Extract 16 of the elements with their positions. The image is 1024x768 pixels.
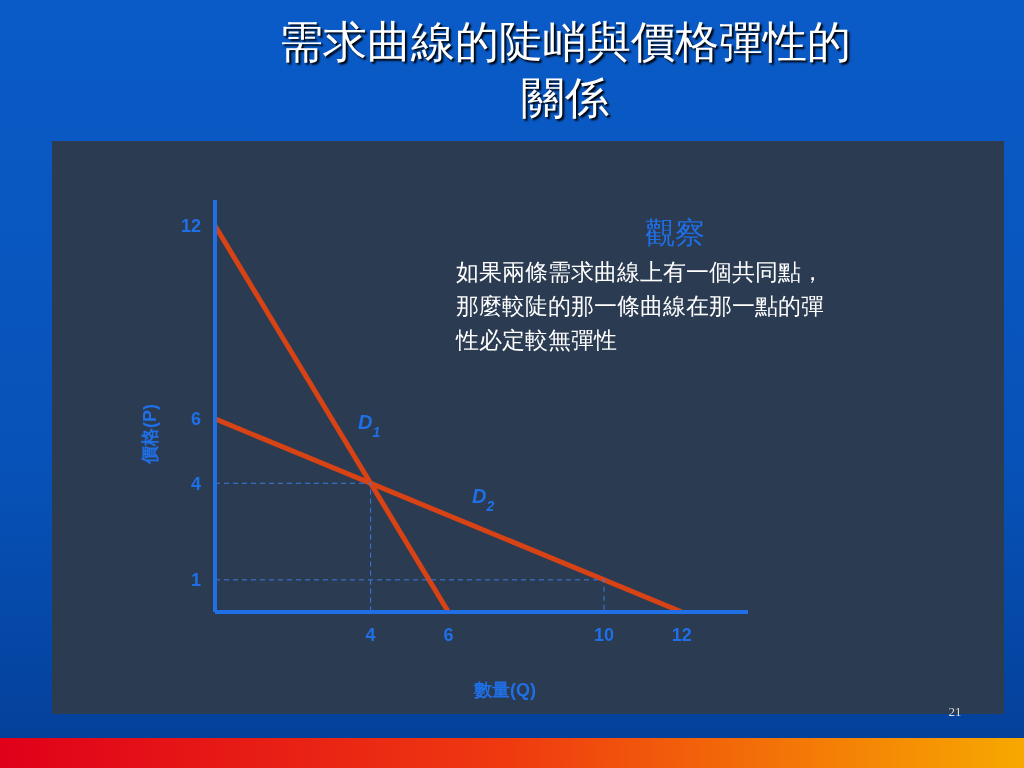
x-axis-title: 數量(Q) (473, 679, 537, 702)
series-label: D$_{2}$ (472, 485, 495, 515)
y-axis-title: 價格(P) (139, 404, 161, 464)
y-tick-label: 6 (190, 409, 201, 430)
annotation: 觀察 (644, 214, 706, 252)
x-tick-label: 10 (594, 624, 615, 645)
x-tick-label: 6 (443, 624, 454, 645)
series-label: D$_{1}$ (357, 410, 381, 440)
x-tick-label: 4 (365, 624, 376, 645)
annotation: 如果兩條需求曲線上有一個共同點，那麼較陡的那一條曲線在那一點的彈性必定較無彈性 (456, 258, 825, 355)
y-tick-label: 4 (190, 473, 201, 494)
y-tick-label: 12 (180, 216, 201, 237)
y-tick-label: 1 (190, 570, 201, 591)
chart-title: 需求曲線的陡峭與價格彈性的關係 (278, 15, 852, 125)
x-tick-label: 12 (671, 624, 692, 645)
text: 21 (947, 704, 963, 720)
